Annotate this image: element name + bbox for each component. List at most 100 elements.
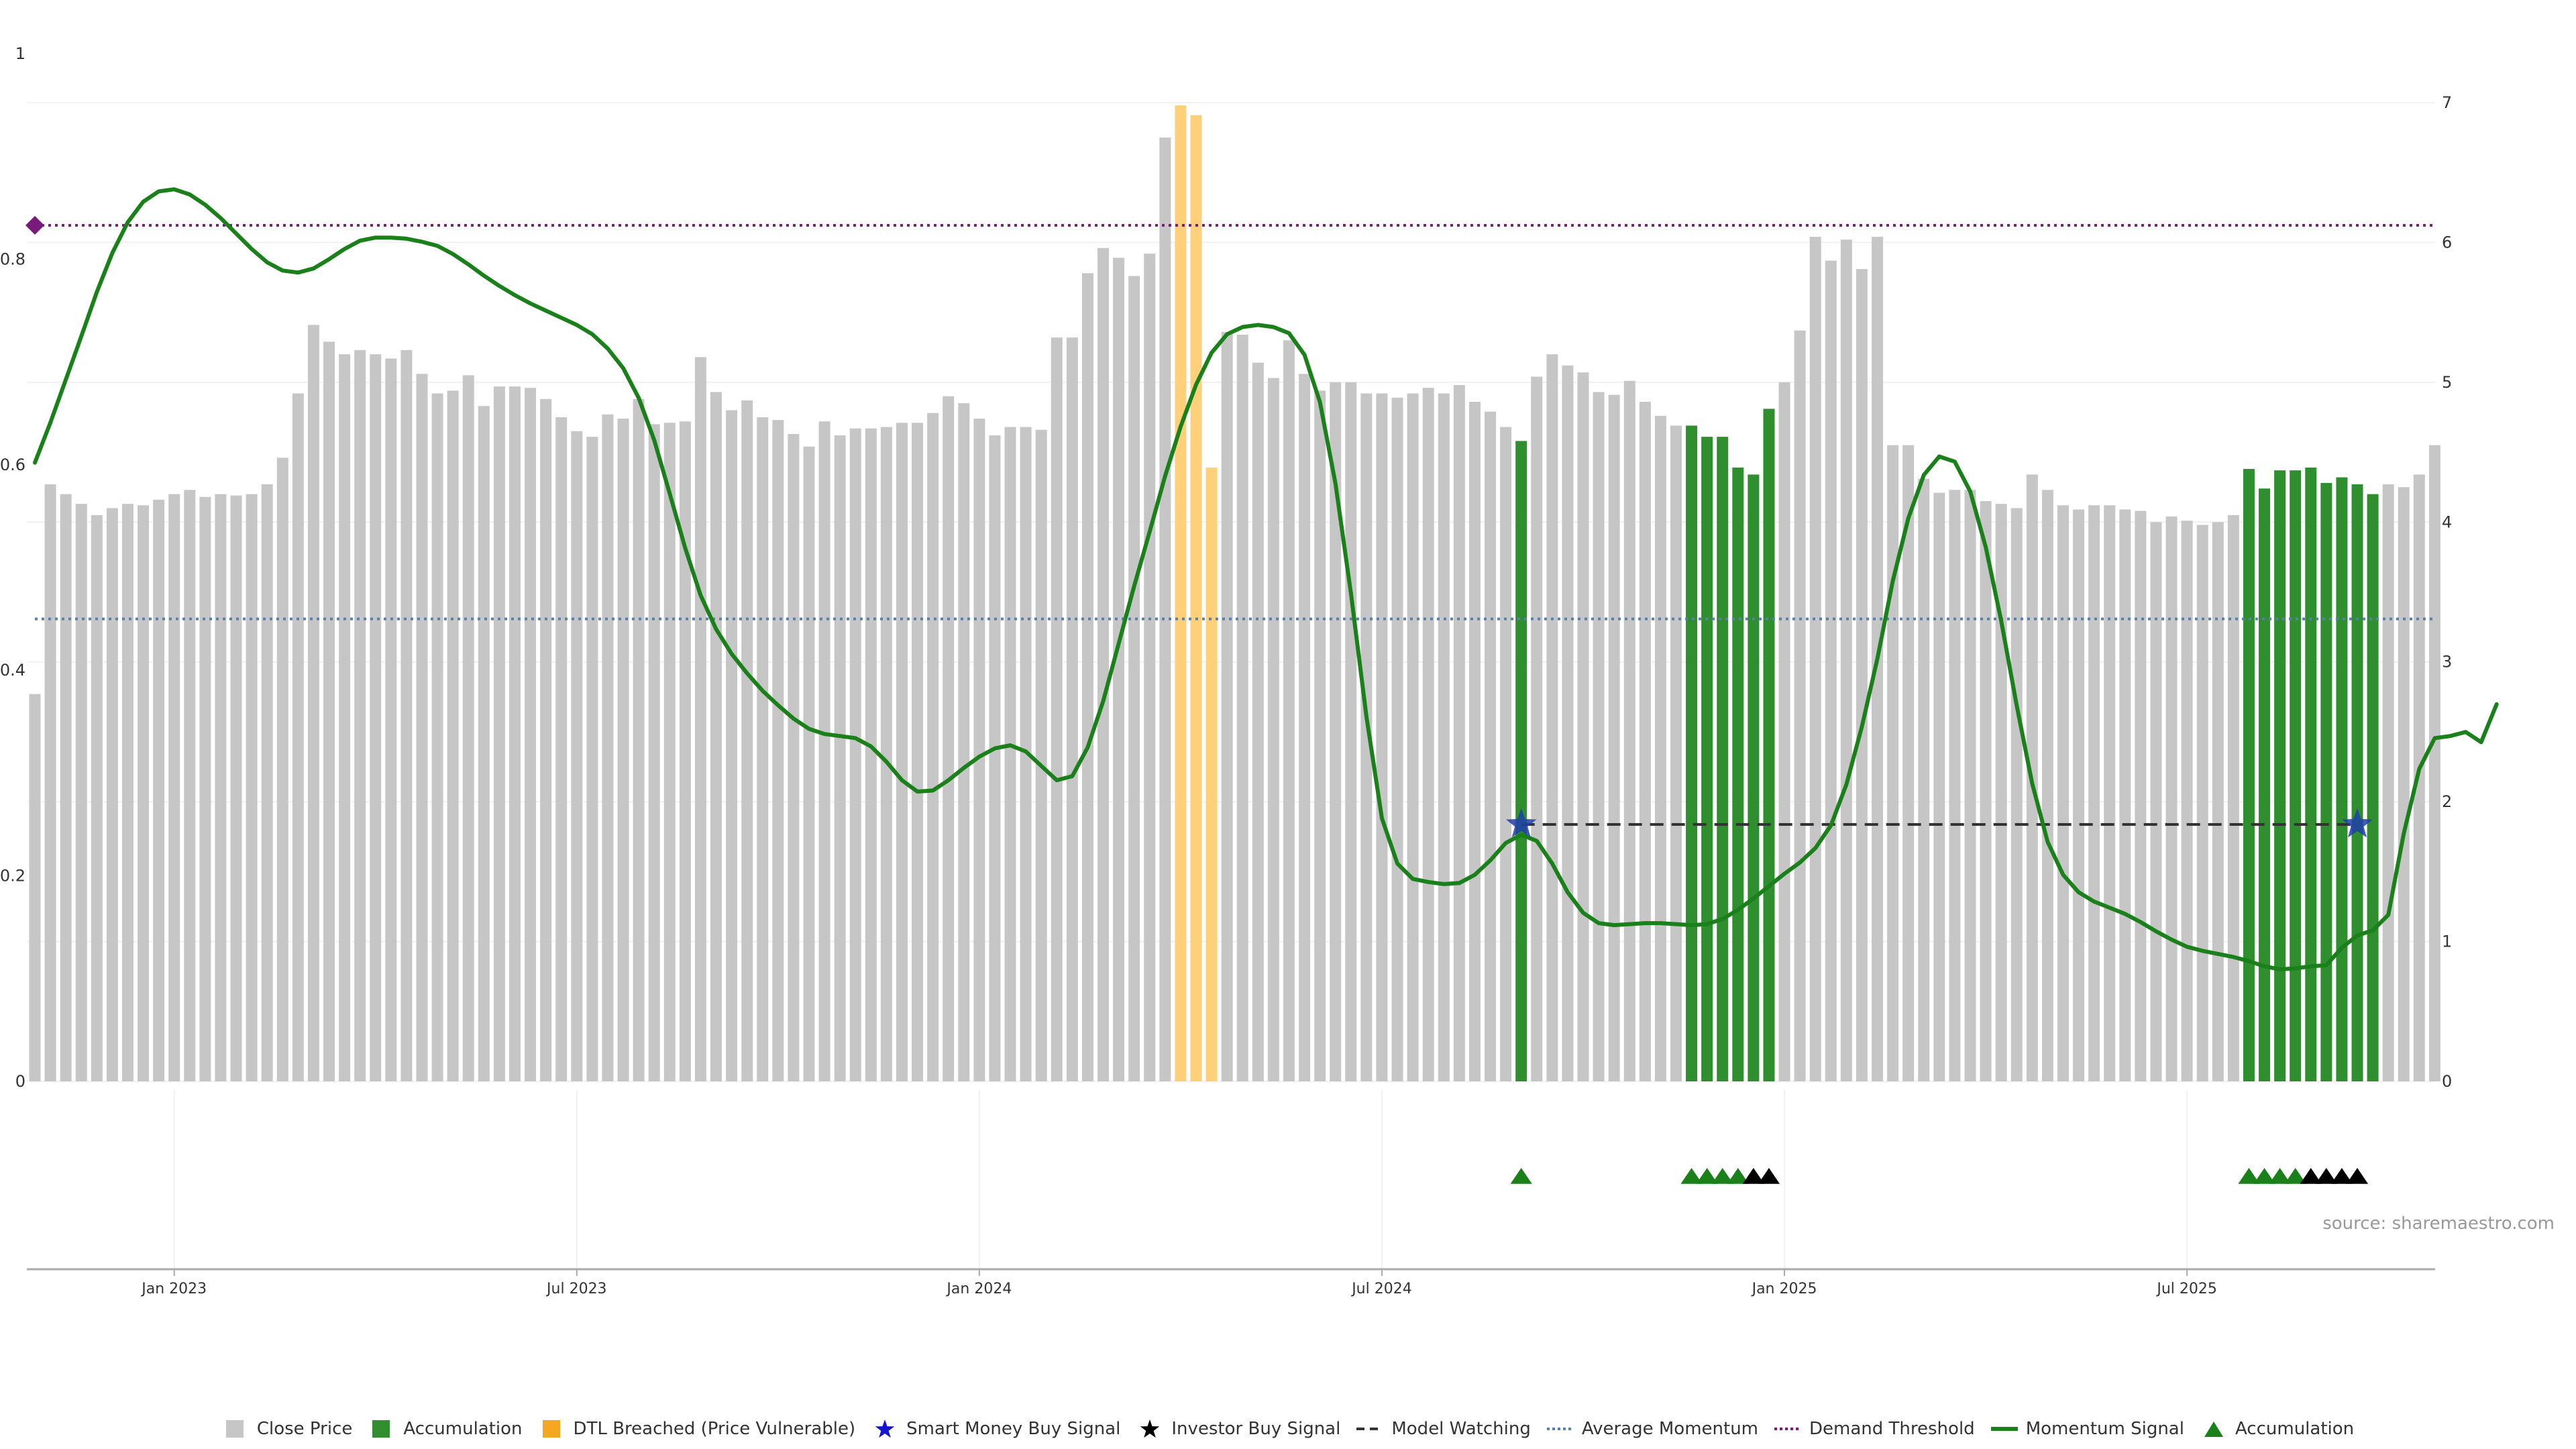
- accumulation-bar: [1763, 409, 1775, 1081]
- close-price-bar: [1376, 393, 1388, 1081]
- close-price-bar: [1531, 376, 1543, 1081]
- legend: Close Price Accumulation DTL Breached (Pri…: [0, 1412, 2576, 1446]
- close-price-bar: [416, 374, 428, 1081]
- close-price-bar: [385, 358, 397, 1081]
- x-tick-label: Jan 2023: [140, 1281, 207, 1297]
- close-price-bar: [276, 458, 288, 1081]
- close-price-bar: [602, 414, 614, 1081]
- close-price-bar: [431, 393, 443, 1081]
- accumulation-marker-icon: [2253, 1168, 2275, 1184]
- accumulation-bar: [1686, 425, 1698, 1081]
- close-price-bar: [1608, 394, 1620, 1081]
- close-price-bar: [555, 417, 568, 1081]
- legend-item-watch: Model Watching: [1356, 1419, 1531, 1439]
- close-price-bar: [1887, 445, 1899, 1081]
- close-price-bar: [2010, 508, 2023, 1081]
- close-price-bar: [989, 435, 1001, 1081]
- right-tick-label: 4: [2442, 513, 2452, 531]
- accumulation-marker-icon: [1510, 1168, 1532, 1184]
- close-price-bar: [679, 421, 691, 1081]
- close-price-bar: [803, 446, 815, 1081]
- close-price-bar: [2119, 509, 2131, 1081]
- accumulation-bar: [1515, 441, 1527, 1081]
- x-tick-label: Jul 2025: [2155, 1281, 2217, 1297]
- legend-label: Demand Threshold: [1809, 1419, 1975, 1439]
- accumulation-bar: [2336, 477, 2348, 1081]
- close-price-bar: [447, 390, 459, 1081]
- investor-marker-icon: [1742, 1168, 1764, 1184]
- close-price-bar: [1546, 354, 1558, 1082]
- close-price-bar: [1252, 362, 1264, 1082]
- close-price-bar: [493, 386, 505, 1081]
- accumulation-bar: [2351, 484, 2363, 1081]
- left-tick-label: 0.4: [0, 661, 25, 680]
- accumulation-marker-icon: [1680, 1168, 1703, 1184]
- close-price-bar: [1468, 402, 1481, 1081]
- close-price-bar: [973, 419, 985, 1081]
- investor-marker-icon: [1758, 1168, 1780, 1184]
- legend-investor-icon: [1140, 1419, 1160, 1438]
- close-price-bar: [1097, 248, 1110, 1082]
- legend-watch-icon: [1356, 1428, 1384, 1430]
- close-price-bar: [44, 484, 56, 1081]
- close-price-bar: [571, 431, 583, 1081]
- close-price-bar: [1995, 504, 2007, 1081]
- left-tick-label: 1: [15, 44, 25, 63]
- accumulation-bar: [2320, 482, 2332, 1081]
- legend-accum-icon: [372, 1420, 390, 1438]
- close-price-bar: [1980, 500, 1992, 1081]
- close-price-bar: [1081, 273, 1093, 1081]
- close-price-bar: [2227, 515, 2239, 1081]
- legend-item-accum: Accumulation: [368, 1419, 523, 1439]
- legend-smart-icon: [875, 1419, 895, 1438]
- close-price-bar: [478, 406, 490, 1081]
- close-price-bar: [1964, 490, 1976, 1081]
- close-price-bar: [663, 423, 676, 1081]
- close-price-bar: [1840, 239, 1852, 1082]
- demand-threshold-marker: [25, 215, 44, 235]
- legend-demand-icon: [1774, 1428, 1802, 1430]
- accumulation-bar: [2274, 470, 2286, 1081]
- legend-avg-icon: [1546, 1428, 1574, 1430]
- close-price-bar: [230, 495, 242, 1081]
- legend-item-demand: Demand Threshold: [1774, 1419, 1975, 1439]
- close-price-bar: [1066, 337, 1078, 1082]
- close-price-bar: [2428, 445, 2440, 1081]
- close-price-bar: [1794, 330, 1806, 1081]
- close-price-bar: [246, 494, 258, 1081]
- close-price-bar: [2104, 505, 2116, 1081]
- close-price-bar: [354, 350, 366, 1081]
- accumulation-bar: [1748, 474, 1760, 1081]
- accumulation-marker-icon: [2269, 1168, 2291, 1184]
- close-price-bar: [462, 375, 474, 1081]
- close-price-bar: [1902, 445, 1915, 1081]
- close-price-bar: [1778, 382, 1790, 1081]
- close-price-bar: [633, 398, 645, 1081]
- momentum-signal-line: [33, 187, 2499, 971]
- close-price-bar: [772, 420, 784, 1081]
- legend-label: Smart Money Buy Signal: [906, 1419, 1121, 1439]
- source-text: source: sharemaestro.com: [2322, 1214, 2555, 1234]
- right-tick-label: 0: [2442, 1072, 2452, 1091]
- left-tick-label: 0: [15, 1072, 25, 1091]
- close-price-bar: [168, 494, 180, 1081]
- accumulation-marker-icon: [1711, 1168, 1733, 1184]
- close-price-bar: [880, 427, 892, 1081]
- accumulation-bar: [1701, 437, 1713, 1081]
- close-price-bar: [943, 396, 955, 1081]
- close-price-bar: [694, 357, 706, 1082]
- legend-label: DTL Breached (Price Vulnerable): [573, 1419, 856, 1439]
- close-price-bar: [1004, 427, 1016, 1081]
- close-price-bars: [29, 105, 2440, 1082]
- close-price-bar: [927, 413, 939, 1081]
- close-price-bar: [60, 494, 72, 1081]
- legend-label: Average Momentum: [1581, 1419, 1759, 1439]
- close-price-bar: [865, 428, 877, 1081]
- smart-money-signal-icon: [2342, 808, 2373, 838]
- x-tick-label: Jan 2025: [1751, 1281, 1817, 1297]
- close-price-bar: [508, 386, 521, 1081]
- close-price-bar: [2398, 487, 2410, 1081]
- close-price-bar: [912, 423, 924, 1081]
- close-price-bar: [1360, 393, 1373, 1081]
